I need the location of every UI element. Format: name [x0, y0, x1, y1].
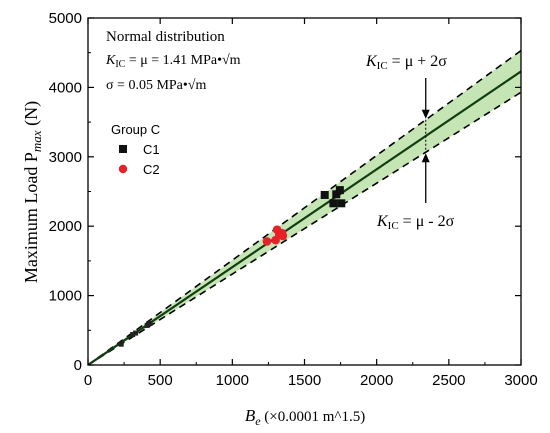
info-line-1: Normal distribution: [106, 29, 225, 45]
upper-bound-line: [88, 49, 521, 365]
legend-title: Group C: [111, 122, 160, 137]
y-tick-label-4: 4000: [49, 79, 82, 96]
annotation-lower-k: K: [376, 213, 389, 230]
info-line-2: KIC = μ = 1.41 MPa•√m: [105, 53, 241, 70]
y-tick-label-0: 0: [74, 357, 82, 374]
small-point-3: [144, 322, 150, 328]
x-tick-label-0: 0: [84, 372, 92, 389]
small-point-1: [130, 331, 136, 337]
annotation-upper: KIC = μ + 2σ: [365, 53, 447, 72]
legend-c1-label: C1: [143, 142, 160, 157]
point-c2-0: [262, 237, 272, 246]
y-axis-label-main: Maximum Load P: [21, 152, 41, 283]
annotation-arrows: [421, 78, 430, 203]
x-tick-label-2: 1000: [216, 372, 249, 389]
y-tick-label-2: 2000: [49, 218, 82, 235]
point-c1-3: [335, 186, 344, 195]
lower-bound-line: [88, 91, 521, 365]
y-tick-label-1: 1000: [49, 288, 82, 305]
annotation-lower: KIC = μ - 2σ: [376, 213, 455, 232]
annotation-upper-sub: IC: [377, 60, 388, 72]
annotation-upper-rest: = μ + 2σ: [388, 53, 448, 70]
info-k-rest: = μ = 1.41 MPa•√m: [125, 53, 240, 68]
y-tick-label-3: 3000: [49, 149, 82, 166]
y-axis-label-rest: (N): [21, 101, 42, 131]
annotation-upper-k: K: [365, 53, 378, 70]
info-line-3: σ = 0.05 MPa•√m: [106, 78, 206, 93]
x-tick-label-5: 2500: [432, 372, 465, 389]
point-c1-1: [329, 199, 338, 208]
info-k-sub: IC: [115, 59, 125, 70]
y-axis-label-sub: max: [29, 130, 44, 152]
x-axis-label-sub: e: [255, 414, 261, 428]
axes: 0 500 1000 1500 2000 2500 3000 0 1000 2000 3000 400…: [49, 10, 538, 389]
annotation-lower-rest: = μ - 2σ: [399, 213, 455, 230]
x-tick-label-3: 1500: [288, 372, 321, 389]
small-point-0: [118, 341, 124, 347]
x-axis-label-rest: (×0.0001 m^1.5): [261, 409, 366, 425]
arrow-up-head: [421, 153, 430, 163]
confidence-band: [88, 49, 521, 365]
y-tick-label-5: 5000: [49, 10, 82, 27]
legend-c2-marker: [118, 164, 128, 174]
point-c1-0: [320, 190, 329, 199]
x-axis-label: Be (×0.0001 m^1.5): [245, 406, 365, 428]
x-tick-label-4: 2000: [360, 372, 393, 389]
annotation-lower-sub: IC: [388, 220, 399, 232]
x-tick-label-1: 500: [148, 372, 173, 389]
plot-frame: [87, 17, 522, 366]
info-k: K: [105, 53, 116, 68]
point-c1-4: [337, 199, 346, 208]
small-point-4: [147, 320, 153, 326]
data-points: [118, 186, 346, 347]
legend-c1-marker: [119, 145, 127, 153]
mean-fit-line: [88, 70, 521, 365]
point-c1-2: [332, 190, 341, 199]
arrow-down-head: [421, 109, 430, 119]
small-point-2: [133, 330, 139, 336]
x-axis-label-main: B: [245, 406, 256, 425]
x-tick-label-6: 3000: [504, 372, 537, 389]
y-axis-label: Maximum Load Pmax (N): [21, 101, 44, 283]
point-c2-5: [278, 231, 288, 241]
legend-c2-label: C2: [143, 162, 160, 177]
